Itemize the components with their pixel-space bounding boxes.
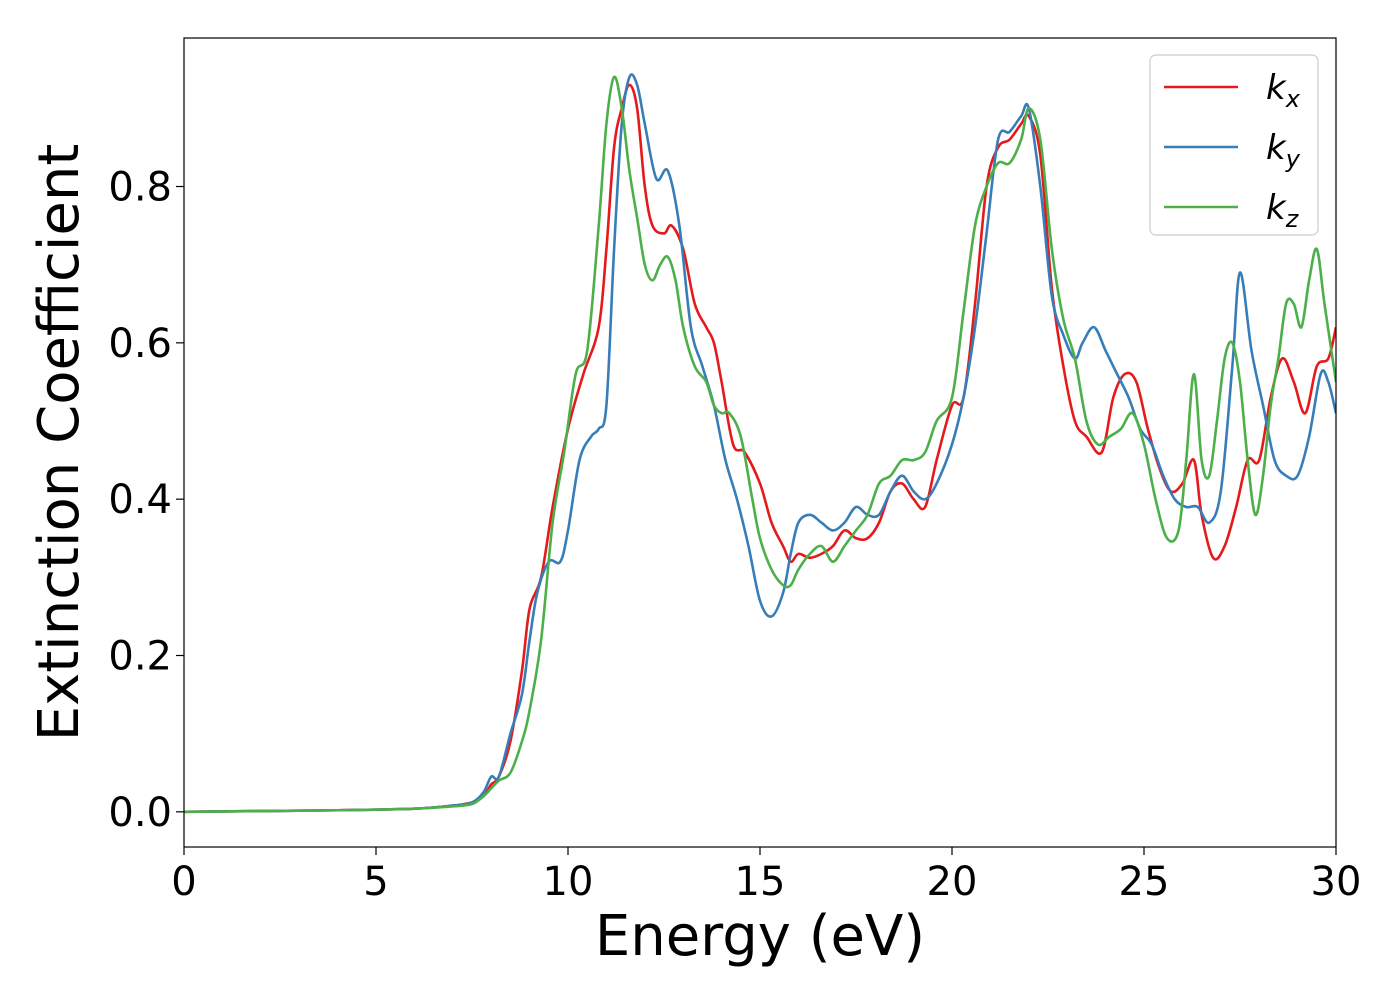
- x-tick-label: 5: [363, 859, 388, 905]
- x-axis-title: Energy (eV): [595, 904, 925, 969]
- y-axis: 0.0 0.2 0.4 0.6 0.8: [108, 165, 184, 836]
- x-tick-label: 0: [171, 859, 196, 905]
- x-tick-label: 25: [1119, 859, 1170, 905]
- x-tick-label: 10: [543, 859, 594, 905]
- legend-box: [1149, 54, 1319, 236]
- legend-label-ky: ky: [1266, 128, 1301, 173]
- y-axis-title: Extinction Coefficient: [27, 144, 92, 742]
- y-tick-label: 0.0: [108, 790, 172, 836]
- y-tick-label: 0.6: [108, 321, 172, 367]
- y-tick-label: 0.2: [108, 633, 172, 679]
- legend-label-kz: kz: [1266, 188, 1300, 233]
- x-tick-label: 20: [927, 859, 978, 905]
- series-line-kz: [184, 75, 1336, 814]
- x-tick-label: 15: [735, 859, 786, 905]
- legend-label-kx: kx: [1266, 68, 1301, 113]
- x-axis: 0 5 10 15 20 25 30: [171, 847, 1361, 905]
- y-tick-label: 0.8: [108, 165, 172, 211]
- x-tick-label: 30: [1311, 859, 1362, 905]
- y-tick-label: 0.4: [108, 477, 172, 523]
- legend: kx ky kz: [1149, 54, 1319, 236]
- series-layer: [184, 73, 1336, 814]
- series-line-ky: [184, 73, 1336, 814]
